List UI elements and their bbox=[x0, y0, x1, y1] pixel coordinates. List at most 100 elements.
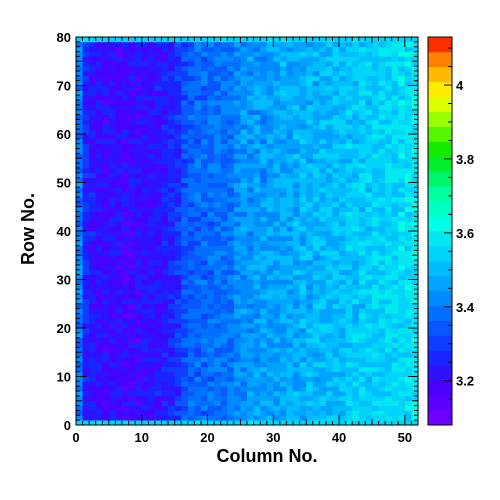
heatmap-cell bbox=[181, 240, 189, 246]
heatmap-cell bbox=[371, 221, 379, 227]
heatmap-cell bbox=[253, 284, 261, 290]
heatmap-cell bbox=[76, 391, 83, 397]
heatmap-cell bbox=[102, 308, 110, 314]
heatmap-cell bbox=[339, 410, 347, 416]
heatmap-cell bbox=[371, 279, 379, 285]
heatmap-cell bbox=[194, 366, 202, 372]
heatmap-cell bbox=[260, 357, 268, 363]
heatmap-cell bbox=[115, 235, 123, 242]
heatmap-cell bbox=[174, 303, 182, 309]
heatmap-cell bbox=[168, 172, 176, 178]
heatmap-cell bbox=[108, 391, 116, 397]
heatmap-cell bbox=[325, 197, 333, 203]
heatmap-cell bbox=[273, 289, 281, 295]
heatmap-cell bbox=[391, 361, 399, 368]
heatmap-cell bbox=[273, 143, 281, 149]
heatmap-cell bbox=[404, 100, 412, 106]
heatmap-cell bbox=[319, 129, 327, 135]
heatmap-cell bbox=[279, 381, 287, 387]
heatmap-cell bbox=[128, 376, 136, 382]
heatmap-cell bbox=[233, 206, 241, 212]
heatmap-cell bbox=[299, 119, 307, 125]
heatmap-cell bbox=[148, 294, 156, 300]
heatmap-cell bbox=[260, 124, 268, 130]
heatmap-cell bbox=[365, 400, 373, 406]
heatmap-cell bbox=[115, 395, 123, 402]
heatmap-cell bbox=[273, 240, 281, 246]
heatmap-cell bbox=[233, 240, 241, 246]
heatmap-cell bbox=[207, 129, 215, 135]
heatmap-cell bbox=[82, 124, 90, 130]
heatmap-cell bbox=[154, 211, 162, 217]
heatmap-cell bbox=[378, 323, 386, 329]
heatmap-cell bbox=[207, 313, 215, 319]
heatmap-cell bbox=[352, 124, 360, 130]
heatmap-cell bbox=[128, 148, 136, 154]
heatmap-cell bbox=[161, 221, 169, 227]
heatmap-cell bbox=[76, 231, 83, 237]
heatmap-cell bbox=[161, 177, 169, 183]
heatmap-cell bbox=[286, 269, 294, 275]
heatmap-cell bbox=[154, 294, 162, 300]
heatmap-cell bbox=[214, 308, 222, 314]
heatmap-cell bbox=[260, 231, 268, 237]
heatmap-cell bbox=[319, 274, 327, 280]
heatmap-cell bbox=[273, 318, 281, 324]
heatmap-cell bbox=[148, 318, 156, 324]
heatmap-cell bbox=[108, 201, 116, 208]
heatmap-cell bbox=[141, 245, 149, 251]
heatmap-cell bbox=[102, 240, 110, 246]
heatmap-cell bbox=[108, 61, 116, 67]
heatmap-cell bbox=[325, 172, 333, 178]
heatmap-cell bbox=[293, 323, 300, 329]
heatmap-cell bbox=[312, 41, 320, 48]
heatmap-cell bbox=[247, 153, 254, 159]
heatmap-cell bbox=[214, 294, 222, 300]
heatmap-cell bbox=[345, 124, 353, 130]
heatmap-cell bbox=[168, 148, 176, 154]
heatmap-cell bbox=[352, 376, 360, 382]
heatmap-cell bbox=[398, 308, 406, 314]
heatmap-cell bbox=[95, 197, 103, 203]
x-tick-label: 40 bbox=[332, 430, 346, 445]
heatmap-cell bbox=[194, 172, 202, 178]
heatmap-cell bbox=[404, 366, 412, 372]
heatmap-cell bbox=[108, 284, 116, 290]
heatmap-cell bbox=[168, 109, 176, 115]
heatmap-cell bbox=[339, 235, 347, 242]
heatmap-cell bbox=[161, 46, 169, 52]
heatmap-cell bbox=[102, 376, 110, 382]
heatmap-cell bbox=[161, 279, 169, 285]
heatmap-cell bbox=[358, 56, 366, 62]
heatmap-cell bbox=[135, 410, 143, 416]
heatmap-cell bbox=[135, 75, 143, 81]
heatmap-cell bbox=[115, 420, 123, 426]
heatmap-cell bbox=[148, 46, 156, 52]
heatmap-cell bbox=[214, 279, 222, 285]
heatmap-cell bbox=[128, 260, 136, 266]
heatmap-cell bbox=[247, 104, 254, 111]
heatmap-cell bbox=[279, 148, 287, 154]
heatmap-cell bbox=[352, 313, 360, 319]
heatmap-cell bbox=[220, 177, 228, 183]
heatmap-cell bbox=[154, 85, 162, 91]
heatmap-cell bbox=[365, 211, 373, 217]
heatmap-cell bbox=[378, 376, 386, 382]
heatmap-cell bbox=[411, 85, 419, 91]
heatmap-cell bbox=[260, 187, 268, 193]
heatmap-cell bbox=[220, 134, 228, 140]
heatmap-cell bbox=[141, 182, 149, 188]
heatmap-cell bbox=[174, 182, 182, 188]
heatmap-cell bbox=[108, 95, 116, 101]
heatmap-cell bbox=[371, 124, 379, 130]
heatmap-cell bbox=[339, 61, 347, 67]
heatmap-cell bbox=[122, 167, 129, 174]
heatmap-cell bbox=[391, 80, 399, 86]
heatmap-cell bbox=[411, 255, 419, 261]
heatmap-cell bbox=[404, 211, 412, 217]
heatmap-cell bbox=[266, 80, 274, 86]
heatmap-cell bbox=[325, 323, 333, 329]
heatmap-cell bbox=[82, 279, 90, 285]
heatmap-cell bbox=[411, 134, 419, 140]
